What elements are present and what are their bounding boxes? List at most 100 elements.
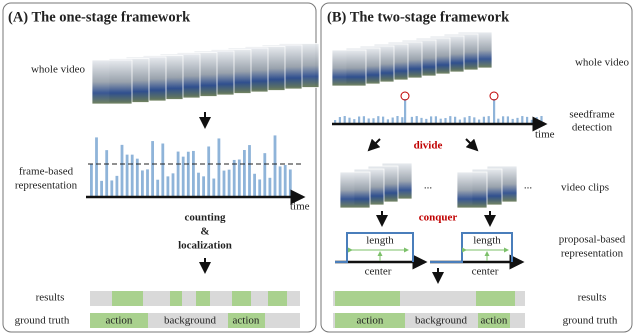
- label: action: [357, 315, 384, 327]
- bar: [430, 116, 432, 123]
- bar: [121, 145, 124, 196]
- label: ground truth: [563, 315, 618, 327]
- bar: [516, 118, 518, 123]
- label: detection: [572, 122, 613, 134]
- bar: [449, 116, 451, 123]
- bar: [156, 180, 159, 196]
- bar: [368, 118, 370, 123]
- bar: [274, 135, 277, 196]
- label: time: [535, 129, 555, 141]
- label: action: [106, 315, 133, 327]
- label: localization: [178, 240, 232, 252]
- label: proposal-based: [559, 234, 626, 246]
- segment: [268, 291, 287, 306]
- arrow: [369, 139, 380, 150]
- arrow: [466, 139, 477, 150]
- bar: [248, 145, 251, 196]
- bar: [100, 181, 103, 196]
- segment: [232, 291, 251, 306]
- seed-marker: [401, 92, 409, 100]
- bar: [435, 116, 437, 123]
- label: action: [481, 315, 508, 327]
- bar: [228, 170, 231, 196]
- bar: [258, 179, 261, 196]
- bar: [126, 155, 129, 196]
- bar: [401, 117, 403, 123]
- bar: [358, 116, 360, 123]
- bar: [507, 116, 509, 123]
- bar: [540, 116, 542, 123]
- bar: [454, 117, 456, 123]
- page: {"panel_a":{"title":"(A) The one-stage f…: [0, 0, 635, 335]
- bar: [131, 155, 134, 196]
- bar: [420, 118, 422, 123]
- bar: [289, 169, 292, 196]
- segment: [476, 291, 515, 306]
- bar: [207, 146, 210, 196]
- bar: [344, 116, 346, 123]
- bar: [90, 164, 93, 196]
- bar: [468, 116, 470, 123]
- label: center: [365, 266, 392, 278]
- bar: [253, 174, 256, 196]
- bar: [488, 116, 490, 123]
- bar: [110, 180, 113, 196]
- label: counting: [185, 212, 226, 224]
- bar: [382, 117, 384, 123]
- bar: [202, 176, 205, 196]
- bar: [416, 116, 418, 123]
- bar: [473, 117, 475, 123]
- bar: [404, 99, 406, 123]
- bar: [334, 120, 336, 123]
- label: action: [233, 315, 260, 327]
- bar: [233, 160, 236, 196]
- segment: [196, 291, 210, 306]
- bar: [172, 173, 175, 196]
- label: background: [415, 315, 467, 327]
- bar: [387, 119, 389, 123]
- segment: [170, 291, 182, 306]
- label: whole video: [575, 57, 630, 69]
- bar: [105, 150, 108, 196]
- frame-bars: [90, 135, 292, 196]
- bar: [238, 160, 241, 196]
- bar: [425, 119, 427, 123]
- bar: [141, 170, 144, 196]
- label: time: [290, 201, 310, 213]
- bar: [392, 118, 394, 123]
- bar: [182, 157, 185, 196]
- bar: [279, 166, 282, 196]
- bar: [497, 119, 499, 123]
- label: background: [164, 315, 216, 327]
- bar: [348, 118, 350, 123]
- segment: [335, 291, 400, 306]
- label: video clips: [561, 182, 609, 194]
- title: (B) The two-stage framework: [327, 9, 510, 25]
- video-frames: [92, 32, 517, 208]
- label: &: [200, 226, 209, 238]
- label: seedframe: [569, 109, 614, 121]
- segment: [112, 291, 143, 306]
- bar: [212, 179, 215, 196]
- label: representation: [561, 248, 624, 260]
- label: ground truth: [15, 315, 70, 327]
- bar: [161, 143, 164, 196]
- bar: [526, 117, 528, 123]
- label: length: [366, 235, 394, 247]
- bar: [372, 118, 374, 123]
- bar: [377, 116, 379, 123]
- bar: [353, 119, 355, 123]
- frame: [92, 60, 132, 104]
- bar: [444, 118, 446, 123]
- bar: [521, 116, 523, 123]
- bar: [218, 138, 221, 196]
- bar: [223, 171, 226, 196]
- label: representation: [15, 180, 78, 192]
- diagram: (A) The one-stage framework whole video …: [0, 0, 635, 335]
- bar: [269, 178, 272, 196]
- label: ...: [424, 180, 433, 192]
- title: (A) The one-stage framework: [8, 9, 191, 25]
- label: length: [473, 235, 501, 247]
- bar: [459, 120, 461, 123]
- bar: [151, 141, 154, 196]
